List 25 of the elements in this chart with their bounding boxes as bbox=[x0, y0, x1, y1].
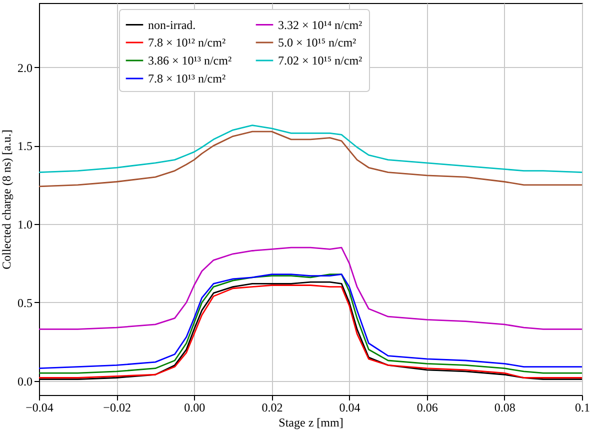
x-tick-label: −0.04 bbox=[26, 400, 54, 414]
y-tick-label: 0.5 bbox=[18, 296, 32, 310]
line-series bbox=[38, 246, 583, 330]
x-tick-label: −0.02 bbox=[103, 400, 131, 414]
x-tick-label: 0.04 bbox=[339, 400, 360, 414]
x-tick-label: 0.00 bbox=[184, 400, 206, 414]
legend-label: 7.8 × 10¹³ n/cm² bbox=[148, 72, 226, 86]
legend-label: 3.86 × 10¹³ n/cm² bbox=[148, 54, 232, 68]
legend-label: 5.0 × 10¹⁵ n/cm² bbox=[278, 36, 357, 50]
line-series bbox=[38, 130, 583, 188]
x-tick-label: 0.02 bbox=[262, 400, 283, 414]
legend-label: 7.8 × 10¹² n/cm² bbox=[148, 36, 226, 50]
y-tick-label: 1.0 bbox=[18, 218, 32, 232]
legend-label: non-irrad. bbox=[148, 18, 196, 32]
y-tick-label: 2.0 bbox=[18, 60, 32, 75]
x-tick-label: 0.08 bbox=[494, 400, 516, 414]
x-axis-title: Stage z [mm] bbox=[278, 416, 344, 430]
x-tick-label: 0.06 bbox=[416, 400, 438, 414]
line-series bbox=[38, 124, 583, 174]
x-tick-label: 0.1 bbox=[575, 400, 590, 414]
y-axis-title: Collected charge (8 ns) [a.u.] bbox=[0, 130, 14, 270]
y-tick-label: 1.5 bbox=[18, 139, 32, 154]
legend-label: 7.02 × 10¹⁵ n/cm² bbox=[278, 54, 363, 68]
legend-label: 3.32 × 10¹⁴ n/cm² bbox=[278, 18, 363, 32]
y-tick-label: 0.0 bbox=[18, 374, 32, 388]
